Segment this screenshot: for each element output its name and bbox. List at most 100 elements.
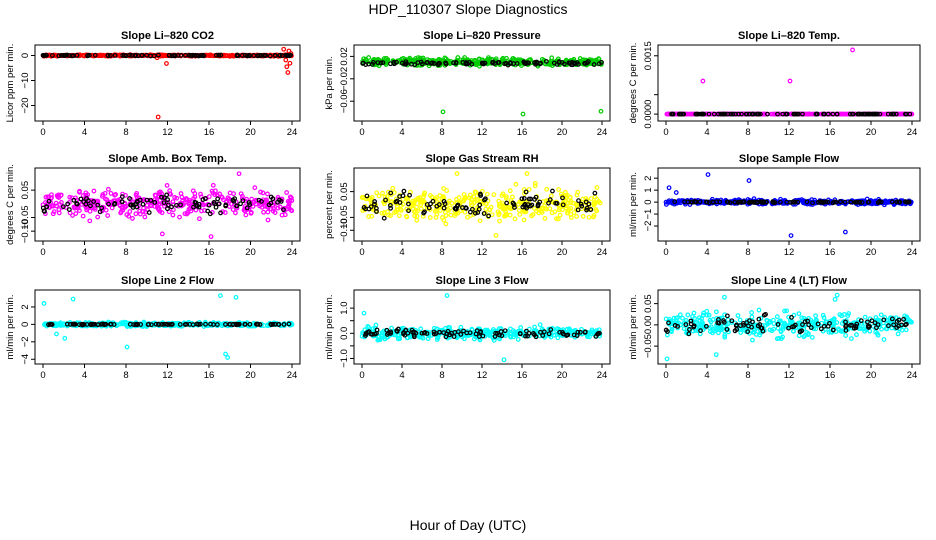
- data-point-black: [198, 53, 204, 58]
- data-point-black: [851, 325, 857, 331]
- y-tick-label: −4: [20, 354, 31, 365]
- data-point-black: [517, 331, 523, 337]
- x-tick-label: 8: [123, 370, 128, 381]
- data-point: [725, 317, 731, 323]
- data-point: [677, 312, 683, 318]
- data-point: [101, 205, 107, 211]
- data-point-black: [763, 199, 769, 205]
- data-point-black: [683, 322, 689, 327]
- data-point-black: [83, 201, 89, 207]
- data-point-outlier: [834, 292, 840, 298]
- points: [663, 292, 914, 362]
- data-point: [158, 53, 163, 59]
- data-point-black: [849, 111, 855, 117]
- data-point-black: [710, 199, 716, 205]
- y-tick-label: −20: [20, 97, 31, 113]
- data-point-black: [74, 201, 80, 206]
- data-point-black: [521, 59, 527, 65]
- data-point: [418, 206, 424, 212]
- data-point-black: [128, 202, 133, 208]
- data-point-black: [561, 61, 567, 67]
- data-point: [441, 217, 447, 223]
- data-point-black: [409, 327, 415, 333]
- data-point-outlier: [281, 46, 287, 52]
- data-point-black: [178, 202, 183, 208]
- x-tick-label: 12: [162, 127, 173, 138]
- data-point-black: [858, 318, 864, 324]
- y-tick-label: −0.02: [339, 67, 350, 91]
- data-point-black: [703, 199, 709, 205]
- data-point-black: [192, 199, 198, 205]
- data-point-black: [724, 313, 730, 319]
- data-point-black: [213, 52, 219, 58]
- data-point-black: [49, 53, 55, 58]
- data-point-black: [253, 321, 259, 327]
- data-point: [91, 188, 97, 194]
- data-point: [532, 324, 537, 330]
- data-point: [809, 334, 815, 340]
- x-tick-label: 0: [40, 127, 45, 138]
- data-point-black: [165, 197, 171, 203]
- data-point-black: [235, 53, 241, 59]
- x-tick-label: 16: [204, 247, 215, 258]
- data-point-black: [857, 111, 863, 117]
- data-point: [881, 199, 887, 205]
- data-point: [62, 321, 68, 327]
- data-point: [461, 192, 467, 197]
- data-point: [382, 194, 388, 200]
- x-tick-label: 20: [866, 370, 877, 381]
- data-point-outlier: [218, 293, 223, 299]
- panel-4: Slope Gas Stream RH 0 4 8 12 16 20 24 0.05 −0.05−…: [324, 153, 611, 258]
- data-point: [505, 204, 511, 210]
- data-point-black: [121, 53, 127, 58]
- data-point: [112, 192, 118, 198]
- data-point: [87, 208, 93, 214]
- data-point-outlier: [713, 352, 719, 358]
- data-point-black: [62, 53, 68, 58]
- data-point-black: [588, 207, 594, 212]
- x-tick-label: 0: [663, 247, 668, 258]
- data-point: [707, 325, 713, 331]
- data-point: [735, 313, 741, 318]
- data-point: [533, 328, 539, 334]
- data-point-black: [112, 53, 118, 58]
- data-point: [903, 327, 909, 333]
- data-point: [806, 111, 812, 117]
- data-point-black: [464, 330, 470, 336]
- data-point-black: [810, 200, 815, 206]
- y-tick-label: 0: [20, 322, 31, 327]
- data-point-black: [481, 211, 487, 216]
- data-point-black: [872, 320, 878, 326]
- data-point-black: [721, 318, 726, 323]
- data-point-black: [146, 321, 151, 327]
- data-point-black: [200, 52, 206, 58]
- data-point: [412, 209, 417, 215]
- data-point: [462, 336, 467, 342]
- data-point-outlier: [124, 344, 130, 350]
- data-point: [385, 189, 391, 195]
- data-point-black: [800, 111, 805, 117]
- data-point-black: [366, 61, 372, 67]
- data-point-black: [255, 53, 261, 59]
- data-point: [260, 190, 266, 196]
- data-point-black: [203, 321, 208, 327]
- data-point: [854, 332, 859, 338]
- data-point: [556, 187, 562, 192]
- data-point-black: [144, 52, 150, 58]
- data-point-outlier: [524, 171, 530, 176]
- data-point-black: [407, 192, 412, 198]
- data-point: [542, 206, 548, 211]
- data-point-black: [453, 60, 459, 66]
- data-point: [484, 191, 490, 197]
- data-point: [104, 197, 110, 203]
- x-tick-label: 16: [204, 370, 215, 381]
- panel-title: Slope Line 2 Flow: [121, 275, 214, 287]
- data-point-black: [422, 209, 427, 215]
- y-tick-label: 0: [20, 53, 31, 58]
- data-point-black: [108, 321, 114, 327]
- y-tick-label: −0.05: [643, 334, 654, 358]
- data-point: [199, 208, 204, 214]
- data-point-black: [852, 199, 858, 205]
- data-point: [669, 326, 675, 332]
- data-point-black: [443, 334, 449, 340]
